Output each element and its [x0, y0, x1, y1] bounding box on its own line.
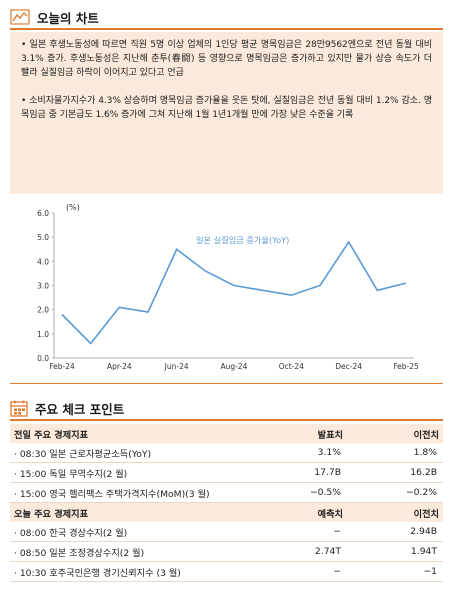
x-tick-label: Dec-24	[335, 362, 362, 371]
chart-svg: (%) 0.0 1.0 2.0 3.0 4.0 5.0 6.0 Feb-24 Apr-24 Ju…	[37, 203, 419, 371]
summary-paragraph-2: • 소비자물가지수가 4.3% 상승하며 명목임금 증가율을 웃돈 탓에, 실질…	[21, 96, 432, 120]
previous-value: −1	[347, 561, 443, 582]
previous-value: 1.94T	[347, 541, 443, 562]
y-tick-label: 1.0	[37, 330, 49, 339]
table-row: · 15:00 영국 헬리팩스 주택가격지수(MoM)(3 월) −0.5% −…	[10, 482, 443, 503]
wage-growth-chart: (%) 0.0 1.0 2.0 3.0 4.0 5.0 6.0 Feb-24 Apr-24 Ju…	[10, 196, 435, 382]
table-row: · 08:50 일본 조정경상수지(2 월) 2.74T 1.94T	[10, 541, 443, 562]
check-section-header: 주요 체크 포인트	[10, 397, 443, 421]
previous-value: 16.2B	[347, 462, 443, 483]
table-row: · 10:30 호주국민은행 경기신뢰지수 (3 월) − −1	[10, 561, 443, 582]
forecast-value: 2.74T	[255, 541, 347, 562]
summary-box: • 일본 후생노동성에 따르면 직원 5명 이상 업체의 1인당 평균 명목임금…	[10, 32, 443, 194]
line-chart-icon	[10, 9, 30, 25]
x-tick-label: Feb-24	[49, 362, 75, 371]
table-row: · 15:00 독일 무역수지(2 월) 17.7B 16.2B	[10, 462, 443, 483]
x-tick-label: Apr-24	[107, 362, 132, 371]
previous-value: −0.2%	[347, 482, 443, 503]
y-tick-label: 0.0	[37, 354, 49, 363]
x-tick-label: Feb-25	[393, 362, 419, 371]
table1-header-indicator: 전일 주요 경제지표	[10, 424, 256, 443]
chart-section-title: 오늘의 차트	[37, 10, 99, 26]
actual-value: −0.5%	[255, 482, 347, 503]
table2-header-indicator: 오늘 주요 경제지표	[10, 502, 256, 522]
previous-value: 1.8%	[347, 443, 443, 463]
y-tick-label: 6.0	[37, 209, 49, 218]
check-section-title: 주요 체크 포인트	[35, 401, 125, 417]
chart-bottom-rule	[10, 383, 443, 384]
indicator-name: · 15:00 영국 헬리팩스 주택가격지수(MoM)(3 월)	[10, 482, 256, 503]
actual-value: 3.1%	[255, 443, 347, 463]
indicator-name: · 08:00 한국 경상수지(2 월)	[10, 522, 256, 542]
indicator-name: · 08:50 일본 조정경상수지(2 월)	[10, 541, 256, 562]
indicator-name: · 10:30 호주국민은행 경기신뢰지수 (3 월)	[10, 561, 256, 582]
forecast-value: −	[255, 522, 347, 542]
previous-value: 2.94B	[347, 522, 443, 542]
y-tick-label: 4.0	[37, 257, 49, 266]
chart-section-header: 오늘의 차트	[10, 6, 443, 30]
table1-header-previous: 이전치	[347, 424, 443, 443]
calendar-icon	[10, 400, 28, 417]
actual-value: 17.7B	[255, 462, 347, 483]
summary-paragraph-1: • 일본 후생노동성에 따르면 직원 5명 이상 업체의 1인당 평균 명목임금…	[21, 40, 432, 78]
table-row: · 08:30 일본 근로자평균소득(YoY) 3.1% 1.8%	[10, 443, 443, 463]
table2-header-forecast: 예측치	[255, 502, 347, 522]
series-line	[61, 240, 407, 345]
x-tick-label: Aug-24	[221, 362, 248, 371]
y-axis-label: (%)	[66, 203, 80, 212]
legend-label: 일본 실질임금 증가율(YoY)	[196, 235, 289, 245]
table-row: · 08:00 한국 경상수지(2 월) − 2.94B	[10, 522, 443, 542]
y-tick-label: 3.0	[37, 282, 49, 291]
table2-header-row: 오늘 주요 경제지표 예측치 이전치	[10, 502, 443, 522]
indicator-table: 전일 주요 경제지표 발표치 이전치 · 08:30 일본 근로자평균소득(Yo…	[10, 424, 443, 582]
table2-header-previous: 이전치	[347, 502, 443, 522]
y-tick-label: 5.0	[37, 233, 49, 242]
x-tick-label: Oct-24	[279, 362, 304, 371]
forecast-value: −	[255, 561, 347, 582]
indicator-name: · 15:00 독일 무역수지(2 월)	[10, 462, 256, 483]
y-tick-label: 2.0	[37, 306, 49, 315]
table1-header-row: 전일 주요 경제지표 발표치 이전치	[10, 424, 443, 443]
x-tick-label: Jun-24	[164, 362, 189, 371]
indicator-name: · 08:30 일본 근로자평균소득(YoY)	[10, 443, 256, 463]
table1-header-actual: 발표치	[255, 424, 347, 443]
